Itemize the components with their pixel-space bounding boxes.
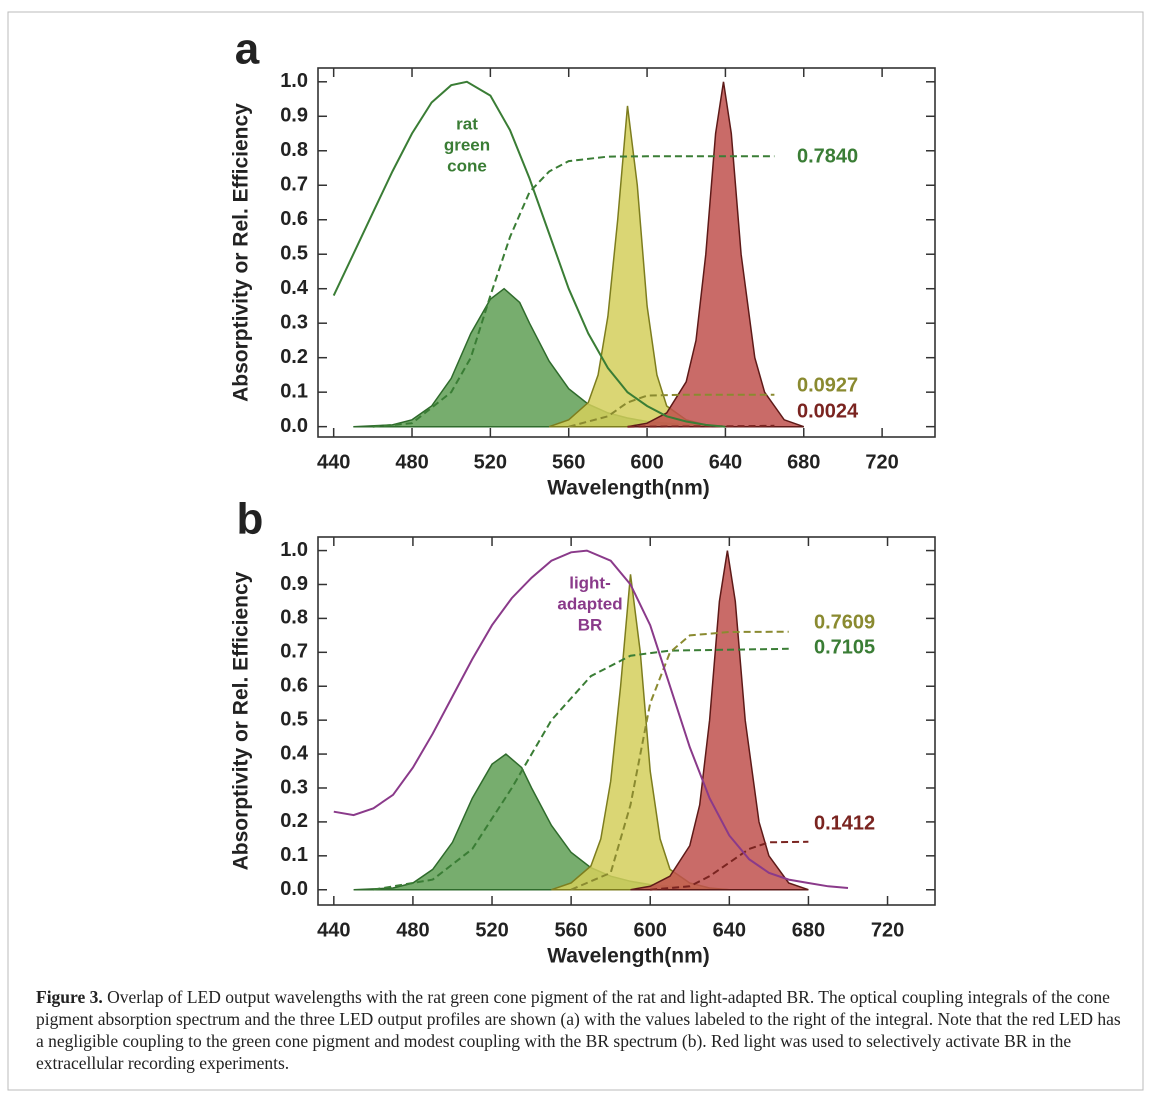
x-tick-label: 560 (554, 919, 587, 941)
x-tick-label: 440 (317, 919, 350, 941)
annotation: 0.7840 (797, 145, 858, 167)
y-tick-label: 0.3 (280, 311, 308, 333)
y-tick-label: 0.5 (280, 243, 308, 265)
annotation: 0.0927 (797, 374, 858, 396)
plot-frame (317, 536, 936, 906)
y-tick-label: 1.0 (280, 70, 308, 92)
plot-frame (317, 67, 936, 438)
y-tick-label: 0.9 (280, 573, 308, 595)
coupling-integral (650, 840, 809, 891)
panel-label: a (235, 25, 260, 74)
caption-text: Overlap of LED output wavelengths with t… (36, 987, 1121, 1073)
coupling-integral (373, 647, 789, 891)
y-tick-label: 0.6 (280, 675, 308, 697)
y-tick-label: 0.8 (280, 607, 308, 629)
led-spectrum (353, 753, 730, 891)
annotation: 0.1412 (814, 812, 875, 834)
y-tick-label: 0.7 (280, 641, 308, 663)
led-spectrum (353, 287, 726, 428)
led-spectrum (627, 81, 805, 428)
y-axis-label: Absorptivity or Rel. Efficiency (230, 571, 253, 870)
x-tick-label: 520 (475, 919, 508, 941)
x-axis-label: Wavelength(nm) (547, 945, 710, 968)
y-tick-label: 0.0 (280, 415, 308, 437)
annotation: rat (456, 114, 478, 133)
annotation: light- (569, 573, 611, 592)
x-tick-label: 560 (552, 451, 585, 473)
x-tick-label: 640 (709, 451, 742, 473)
led-spectrum (630, 550, 809, 891)
x-tick-label: 640 (713, 919, 746, 941)
coupling-integral (372, 155, 775, 428)
y-tick-label: 0.5 (280, 708, 308, 730)
annotation: adapted (557, 594, 622, 613)
y-tick-label: 0.2 (280, 810, 308, 832)
x-tick-label: 720 (871, 919, 904, 941)
panel-label: b (237, 495, 264, 544)
y-tick-label: 0.4 (280, 277, 309, 299)
annotation: green (444, 135, 490, 154)
y-tick-label: 0.6 (280, 208, 308, 230)
y-tick-label: 0.4 (280, 742, 309, 764)
y-tick-label: 0.7 (280, 174, 308, 196)
y-tick-label: 0.9 (280, 105, 308, 127)
annotation: 0.0024 (797, 400, 859, 422)
x-tick-label: 720 (865, 451, 898, 473)
caption-label: Figure 3. (36, 987, 103, 1007)
coupling-integral (570, 630, 789, 891)
y-tick-label: 0.2 (280, 346, 308, 368)
y-tick-label: 0.3 (280, 776, 308, 798)
absorption-spectrum (333, 549, 849, 889)
x-tick-label: 600 (630, 451, 663, 473)
annotation: 0.7105 (814, 636, 875, 658)
x-tick-label: 480 (396, 919, 429, 941)
absorption-spectrum (332, 80, 726, 428)
annotation: 0.7609 (814, 611, 875, 633)
x-tick-label: 680 (787, 451, 820, 473)
y-axis-label: Absorptivity or Rel. Efficiency (230, 103, 253, 402)
y-tick-label: 0.0 (280, 878, 308, 900)
y-tick-label: 0.1 (280, 380, 308, 402)
y-tick-label: 0.1 (280, 844, 308, 866)
figure-frame (7, 11, 1144, 1091)
annotation: cone (447, 156, 487, 175)
x-axis-label: Wavelength(nm) (547, 477, 710, 500)
y-tick-label: 0.8 (280, 139, 308, 161)
x-tick-label: 680 (792, 919, 825, 941)
coupling-integral (568, 393, 775, 428)
x-tick-label: 480 (395, 451, 428, 473)
x-tick-label: 440 (317, 451, 350, 473)
y-tick-label: 1.0 (280, 539, 308, 561)
x-tick-label: 520 (474, 451, 507, 473)
caption: Figure 3. Overlap of LED output waveleng… (36, 986, 1121, 1074)
x-tick-label: 600 (634, 919, 667, 941)
annotation: BR (578, 615, 603, 634)
